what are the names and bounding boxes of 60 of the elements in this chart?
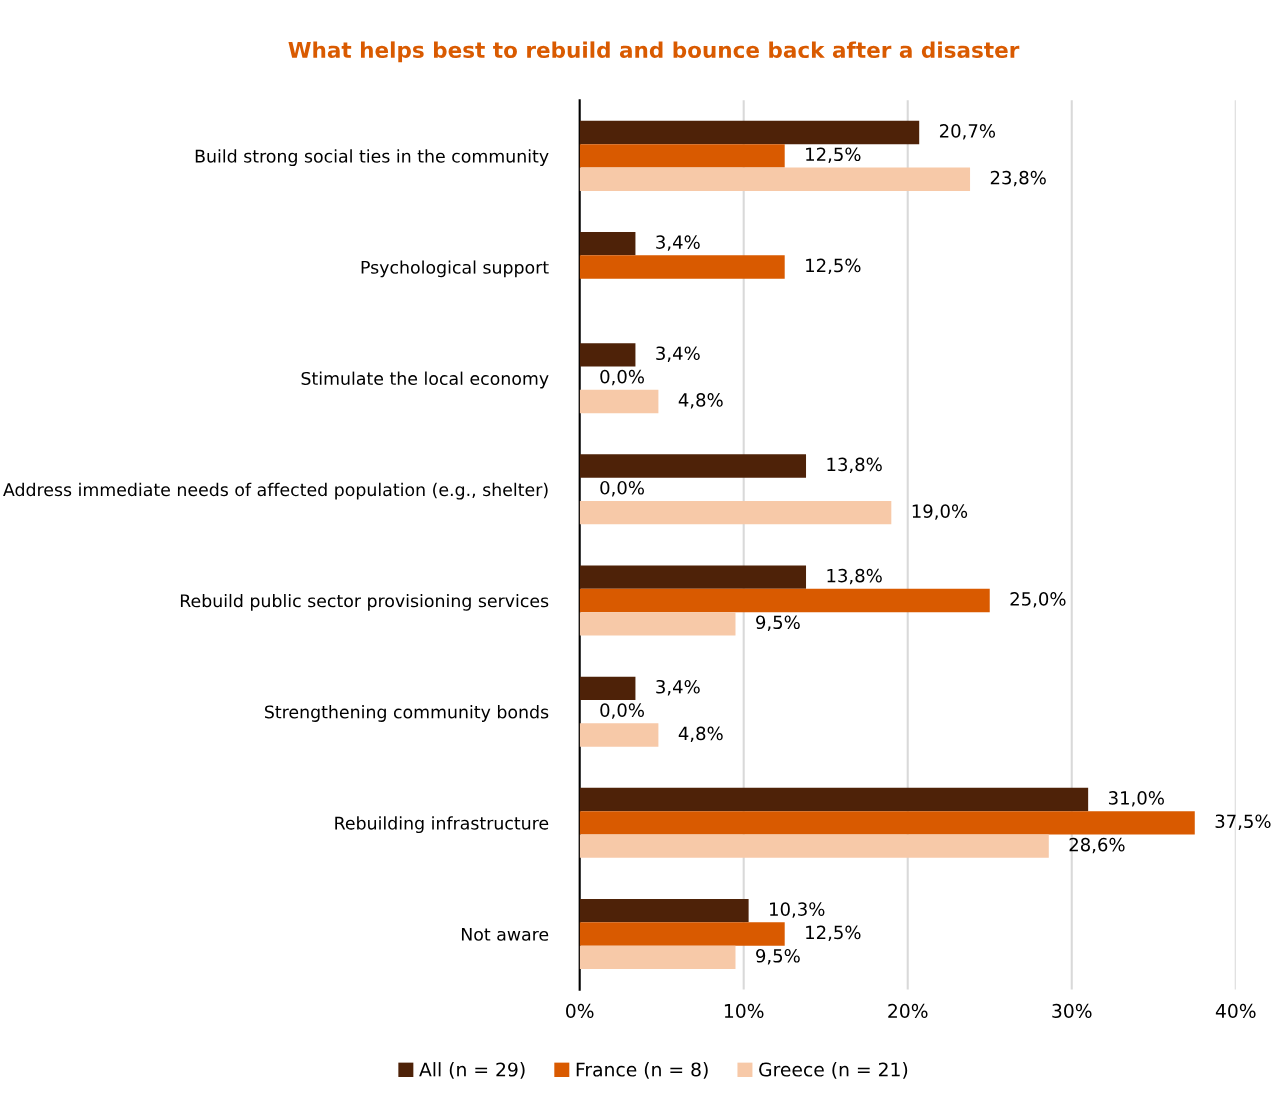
bar bbox=[579, 834, 1049, 858]
bar bbox=[579, 612, 736, 636]
bar bbox=[579, 565, 807, 589]
legend-label: France (n = 8) bbox=[576, 1062, 708, 1079]
y-tick-label: Rebuilding infrastructure bbox=[335, 816, 549, 834]
bar bbox=[579, 811, 1195, 835]
data-label: 3,4% bbox=[656, 679, 700, 696]
data-label: 12,5% bbox=[806, 925, 861, 942]
x-tick-label: 30% bbox=[1052, 1003, 1092, 1018]
data-label: 20,7% bbox=[939, 124, 996, 140]
data-label: 9,5% bbox=[756, 615, 800, 631]
data-label: 4,8% bbox=[678, 726, 723, 743]
y-tick-label: Build strong social ties in the community bbox=[195, 149, 549, 167]
x-tick-label: 0% bbox=[566, 1003, 594, 1018]
bar bbox=[579, 676, 636, 701]
data-label: 25,0% bbox=[1010, 592, 1066, 608]
data-label: 13,8% bbox=[827, 568, 882, 585]
data-label: 0,0% bbox=[600, 369, 644, 386]
data-label: 37,5% bbox=[1215, 814, 1271, 830]
data-label: 10,3% bbox=[770, 902, 825, 918]
data-label: 0,0% bbox=[600, 703, 644, 719]
x-tick-label: 10% bbox=[724, 1003, 764, 1018]
bar bbox=[579, 144, 785, 168]
data-label: 13,8% bbox=[827, 457, 882, 474]
bar bbox=[579, 120, 920, 145]
data-label: 28,6% bbox=[1069, 837, 1125, 854]
legend-label: Greece (n = 21) bbox=[759, 1062, 908, 1079]
bar bbox=[579, 389, 659, 414]
bar bbox=[579, 343, 636, 367]
data-label: 9,5% bbox=[756, 948, 800, 965]
bar bbox=[579, 232, 636, 256]
data-label: 4,8% bbox=[678, 393, 723, 409]
y-tick-label: Address immediate needs of affected population (e.g., shelter) bbox=[3, 482, 548, 500]
bar bbox=[579, 723, 659, 747]
bar bbox=[579, 501, 892, 525]
data-label: 12,5% bbox=[806, 258, 861, 275]
y-tick-label: Stimulate the local economy bbox=[301, 371, 549, 389]
legend-label: All (n = 29) bbox=[419, 1062, 525, 1079]
chart-title: What helps best to rebuild and bounce back after a disaster bbox=[288, 41, 1020, 63]
data-label: 3,4% bbox=[656, 235, 700, 251]
bar bbox=[579, 588, 990, 613]
y-tick-label: Not aware bbox=[461, 927, 549, 941]
bar bbox=[579, 167, 971, 191]
data-label: 19,0% bbox=[912, 504, 968, 520]
bar bbox=[579, 945, 736, 970]
y-tick-label: Psychological support bbox=[361, 260, 549, 278]
bar bbox=[579, 255, 785, 279]
x-tick-label: 20% bbox=[888, 1003, 928, 1018]
bar bbox=[579, 787, 1089, 812]
x-tick-label: 40% bbox=[1215, 1003, 1256, 1018]
data-label: 23,8% bbox=[990, 170, 1046, 187]
bar bbox=[579, 899, 749, 923]
data-label: 31,0% bbox=[1108, 791, 1164, 807]
y-tick-label: Strengthening community bonds bbox=[264, 705, 549, 722]
bar bbox=[579, 454, 807, 478]
y-tick-label: Rebuild public sector provisioning services bbox=[180, 593, 549, 611]
data-label: 0,0% bbox=[600, 480, 644, 497]
bar bbox=[579, 922, 785, 946]
data-label: 3,4% bbox=[656, 346, 700, 362]
data-label: 12,5% bbox=[806, 147, 861, 163]
